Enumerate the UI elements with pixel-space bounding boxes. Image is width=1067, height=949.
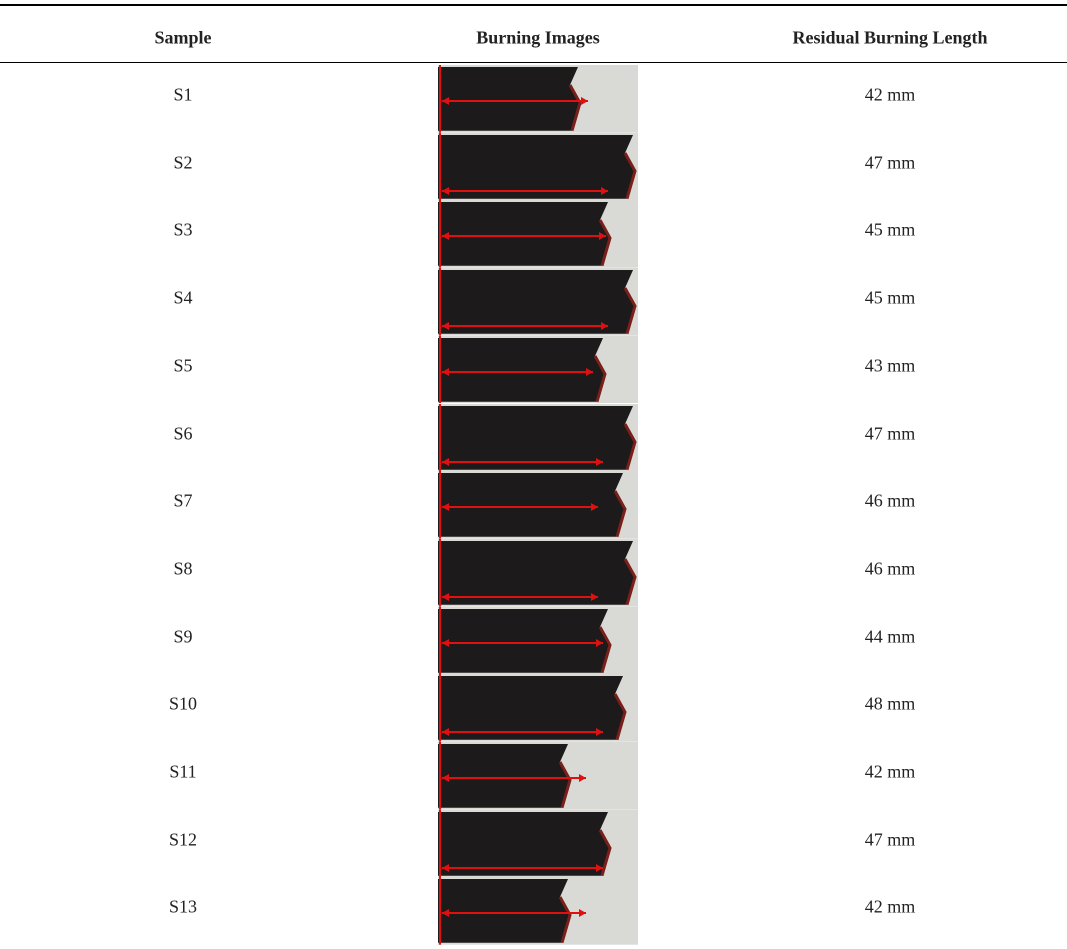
burning-image — [438, 200, 638, 268]
burning-photo — [438, 471, 638, 539]
length-cell: 42 mm — [865, 762, 916, 783]
sample-cell: S8 — [173, 558, 192, 579]
length-cell: 46 mm — [865, 558, 916, 579]
burning-image — [438, 674, 638, 742]
burning-image — [438, 607, 638, 675]
burning-photo — [438, 742, 638, 810]
burning-image — [438, 471, 638, 539]
length-cell: 45 mm — [865, 288, 916, 309]
length-cell: 42 mm — [865, 85, 916, 106]
sample-cell: S10 — [169, 694, 197, 715]
burning-image — [438, 133, 638, 201]
burning-image — [438, 268, 638, 336]
length-cell: 48 mm — [865, 694, 916, 715]
header-rule — [0, 62, 1067, 63]
header-cell: Sample — [154, 28, 211, 49]
sample-cell: S1 — [173, 85, 192, 106]
length-cell: 44 mm — [865, 626, 916, 647]
burning-image — [438, 742, 638, 810]
burning-photo — [438, 810, 638, 878]
length-cell: 47 mm — [865, 152, 916, 173]
sample-cell: S11 — [169, 762, 196, 783]
burning-image — [438, 336, 638, 404]
burning-photo — [438, 200, 638, 268]
length-cell: 45 mm — [865, 220, 916, 241]
sample-cell: S2 — [173, 152, 192, 173]
burning-photo — [438, 607, 638, 675]
sample-cell: S4 — [173, 288, 192, 309]
top-rule — [0, 4, 1067, 6]
sample-cell: S13 — [169, 897, 197, 918]
sample-cell: S9 — [173, 626, 192, 647]
burning-photo — [438, 674, 638, 742]
length-cell: 46 mm — [865, 491, 916, 512]
sample-cell: S3 — [173, 220, 192, 241]
burning-photo — [438, 877, 638, 945]
burning-image — [438, 404, 638, 472]
length-cell: 47 mm — [865, 829, 916, 850]
sample-cell: S12 — [169, 829, 197, 850]
burning-photo — [438, 404, 638, 472]
burning-image — [438, 539, 638, 607]
page: Sample Burning Images Residual Burning L… — [0, 0, 1067, 949]
header-cell: Residual Burning Length — [792, 28, 987, 49]
burning-image — [438, 810, 638, 878]
length-cell: 47 mm — [865, 423, 916, 444]
header-cell: Burning Images — [476, 28, 600, 49]
burning-image — [438, 877, 638, 945]
burning-photo — [438, 65, 638, 133]
sample-cell: S6 — [173, 423, 192, 444]
sample-cell: S7 — [173, 491, 192, 512]
burning-photo — [438, 268, 638, 336]
burning-photo — [438, 539, 638, 607]
burning-photo — [438, 133, 638, 201]
sample-cell: S5 — [173, 355, 192, 376]
length-cell: 43 mm — [865, 355, 916, 376]
burning-photo — [438, 336, 638, 404]
burning-image — [438, 65, 638, 133]
length-cell: 42 mm — [865, 897, 916, 918]
